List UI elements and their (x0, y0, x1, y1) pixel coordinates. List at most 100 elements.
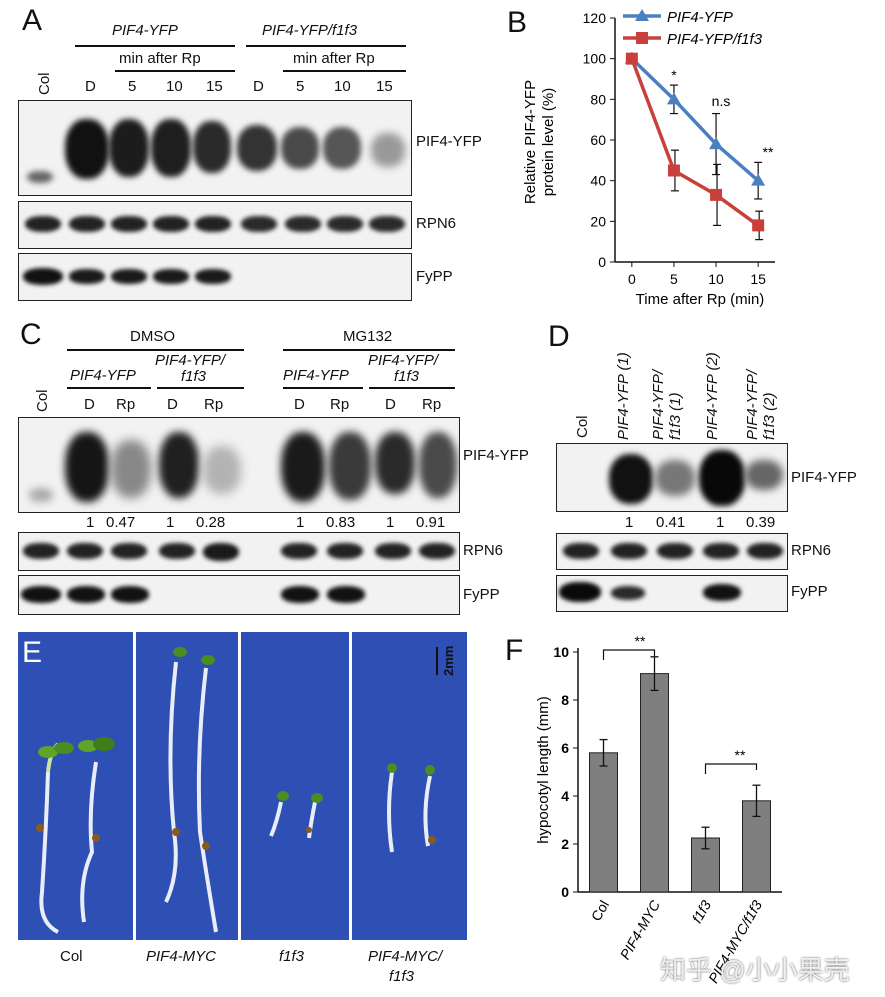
a-group-label-1: PIF4-YFP (112, 22, 178, 39)
c-treat-1: DMSO (130, 328, 175, 345)
c-geno-2b: f1f3 (181, 368, 207, 385)
c-geno-line-3 (283, 387, 363, 389)
b-ylabel-2: protein level (%) (540, 88, 557, 196)
panel-label-e: E (22, 636, 43, 669)
e-label-col: Col (60, 948, 83, 965)
c-lane: Rp (204, 396, 224, 413)
e-label-pif4myc-f1f3-b: f1f3 (389, 968, 415, 985)
c-row-label-pif4: PIF4-YFP (463, 447, 529, 464)
c-lane: D (84, 396, 95, 413)
a-group-line-2 (246, 45, 406, 47)
c-row-label-fypp: FyPP (463, 586, 500, 603)
b-legend-marker (635, 9, 649, 21)
c-geno-2a: PIF4-YFP/ (155, 352, 226, 369)
e-label-pif4myc: PIF4-MYC (146, 948, 217, 965)
watermark: 知乎 @小小果壳 (660, 955, 850, 985)
b-y-tick-label: 40 (590, 173, 606, 189)
b-x-tick-label: 5 (670, 271, 678, 287)
c-blot-fypp (18, 575, 460, 615)
c-quant: 0.91 (416, 514, 446, 531)
a-row-label-fypp: FyPP (416, 268, 453, 285)
f-bar (640, 673, 669, 893)
b-legend-1: PIF4-YFP (667, 9, 733, 26)
a-sub-line-2 (283, 70, 406, 72)
e-label-f1f3: f1f3 (279, 948, 305, 965)
f-sig-bracket (602, 649, 656, 660)
d-lane-4b: f1f3 (2) (761, 392, 778, 440)
b-series-line (630, 58, 760, 227)
f-y-tick-label: 6 (561, 740, 569, 756)
a-blot-fypp (18, 253, 412, 301)
f-y-tick-label: 2 (561, 836, 569, 852)
d-quant: 0.41 (656, 514, 686, 531)
d-blot-fypp (556, 575, 788, 612)
c-geno-4b: f1f3 (394, 368, 420, 385)
c-lane: Rp (330, 396, 350, 413)
e-photo-pif4myc (136, 632, 238, 940)
b-sig-2: n.s (712, 93, 731, 109)
c-geno-line-4 (369, 387, 455, 389)
e-scale-label: 2mm (441, 645, 456, 676)
c-geno-1: PIF4-YFP (70, 367, 136, 384)
panel-label-b: B (507, 6, 528, 39)
d-blot-rpn6 (556, 533, 788, 570)
a-lane: 10 (166, 78, 183, 95)
a-subheader-1: min after Rp (119, 50, 201, 67)
b-legend-2: PIF4-YFP/f1f3 (667, 31, 763, 48)
f-x-tick-label: Col (588, 898, 612, 924)
b-y-tick-label: 60 (590, 132, 606, 148)
b-y-tick-label: 80 (590, 91, 606, 107)
a-row-label-rpn6: RPN6 (416, 215, 457, 232)
d-lane-3: PIF4-YFP (2) (704, 352, 721, 440)
a-lane: D (85, 78, 96, 95)
d-lane-1: PIF4-YFP (1) (615, 352, 632, 440)
c-geno-line-1 (67, 387, 151, 389)
b-sig-1: * (671, 67, 677, 83)
f-sig-2: ** (735, 747, 746, 763)
c-quant: 1 (86, 514, 95, 531)
f-x-tick-label: f1f3 (689, 897, 715, 925)
c-lane-col: Col (34, 389, 51, 412)
c-treat-line-1 (67, 349, 244, 351)
a-subheader-2: min after Rp (293, 50, 375, 67)
f-y-tick-label: 8 (561, 692, 569, 708)
b-point (625, 52, 638, 65)
c-row-label-rpn6: RPN6 (463, 542, 504, 559)
panel-label-f: F (505, 634, 524, 667)
b-x-tick-label: 10 (708, 271, 724, 287)
d-quant: 1 (716, 514, 725, 531)
d-row-label-fypp: FyPP (791, 583, 828, 600)
e-scale-bar (436, 647, 438, 675)
c-geno-3: PIF4-YFP (283, 367, 349, 384)
c-quant: 0.83 (326, 514, 356, 531)
e-label-pif4myc-f1f3-a: PIF4-MYC/ (368, 948, 443, 965)
c-geno-4a: PIF4-YFP/ (368, 352, 439, 369)
b-legend-marker (636, 32, 648, 44)
b-ylabel-1: Relative PIF4-YFP (522, 80, 539, 204)
f-y-tick-label: 10 (553, 644, 569, 660)
c-quant: 0.28 (196, 514, 226, 531)
d-quant: 0.39 (746, 514, 776, 531)
c-treat-line-2 (283, 349, 455, 351)
a-lane: 5 (296, 78, 305, 95)
a-lane: 5 (128, 78, 137, 95)
b-x-tick-label: 0 (628, 271, 636, 287)
c-lane: D (385, 396, 396, 413)
f-bar (589, 752, 618, 893)
b-point (710, 188, 723, 201)
c-quant: 1 (296, 514, 305, 531)
b-series-line (630, 57, 760, 182)
a-row-label-pif4: PIF4-YFP (416, 133, 482, 150)
f-y-tick-label: 0 (561, 884, 569, 900)
d-lane-4a: PIF4-YFP/ (744, 369, 761, 440)
b-x-tick-label: 15 (750, 271, 766, 287)
b-y-tick-label: 20 (590, 213, 606, 229)
f-ylabel: hypocotyl length (mm) (535, 696, 552, 844)
c-lane: D (294, 396, 305, 413)
f-y-tick-label: 4 (561, 788, 569, 804)
panel-label-d: D (548, 320, 570, 353)
b-xlabel: Time after Rp (min) (636, 291, 765, 308)
c-blot-rpn6 (18, 532, 460, 571)
b-point (751, 173, 766, 186)
